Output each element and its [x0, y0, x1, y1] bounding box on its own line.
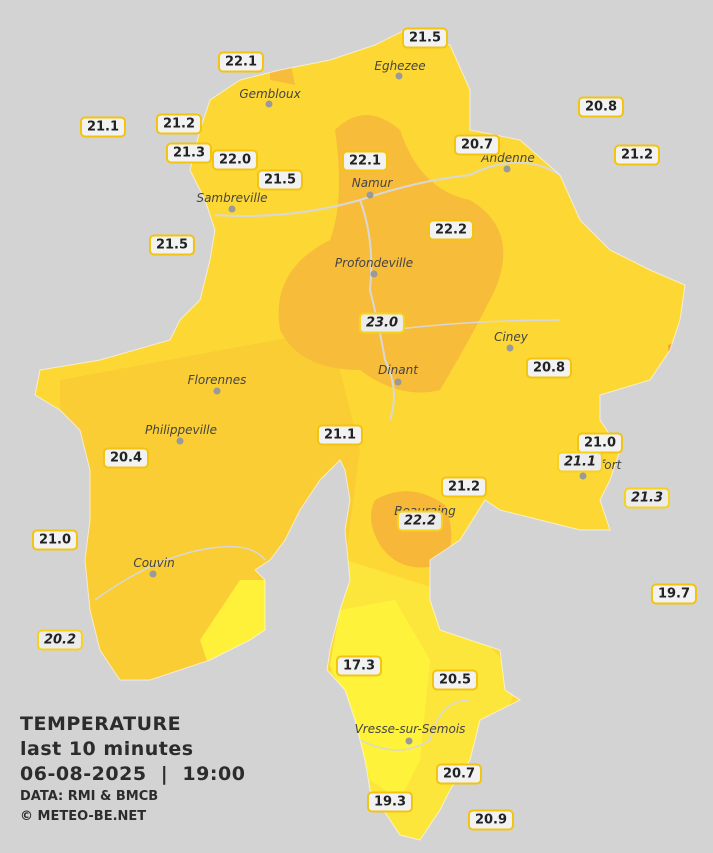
city-dot — [370, 270, 378, 278]
city-label: Gembloux — [239, 87, 301, 101]
station-reading: 19.3 — [366, 791, 414, 813]
station-reading: 22.2 — [396, 510, 444, 532]
station-reading: 21.1 — [316, 424, 364, 446]
station-reading: 21.2 — [613, 144, 661, 166]
city-dot — [176, 437, 184, 445]
city-label: Vresse-sur-Semois — [354, 722, 466, 736]
station-reading: 22.1 — [217, 51, 265, 73]
city-dot — [228, 205, 236, 213]
station-reading: 21.1 — [79, 116, 127, 138]
city-dot — [265, 100, 273, 108]
city-dot — [394, 378, 402, 386]
station-reading: 21.2 — [440, 476, 488, 498]
city-dot — [395, 72, 403, 80]
station-reading: 22.1 — [341, 150, 389, 172]
station-reading: 19.7 — [650, 583, 698, 605]
legend: TEMPERATURE last 10 minutes 06-08-2025 |… — [20, 712, 245, 827]
station-reading: 22.2 — [427, 219, 475, 241]
city-label: Florennes — [187, 373, 247, 387]
city-dot — [213, 387, 221, 395]
station-reading: 17.3 — [335, 655, 383, 677]
station-reading: 21.5 — [401, 27, 449, 49]
station-reading: 21.0 — [576, 432, 624, 454]
legend-datetime: 06-08-2025 | 19:00 — [20, 763, 246, 785]
station-reading: 20.8 — [525, 357, 573, 379]
station-reading: 21.5 — [148, 234, 196, 256]
station-reading: 22.0 — [211, 149, 259, 171]
legend-period: last 10 minutes — [20, 738, 194, 760]
station-reading: 20.2 — [36, 629, 84, 651]
city-label: Couvin — [133, 556, 175, 570]
station-reading: 21.0 — [31, 529, 79, 551]
station-reading: 21.2 — [155, 113, 203, 135]
city-label: Profondeville — [334, 256, 414, 270]
station-reading: 23.0 — [358, 312, 406, 334]
city-dot — [503, 165, 511, 173]
station-reading: 20.8 — [577, 96, 625, 118]
city-label: Eghezee — [374, 59, 426, 73]
legend-source: DATA: RMI & BMCB — [20, 789, 159, 804]
station-reading: 21.3 — [623, 487, 671, 509]
station-reading: 20.7 — [435, 763, 483, 785]
station-reading: 21.5 — [256, 169, 304, 191]
city-dot — [579, 472, 587, 480]
city-label: Namur — [351, 176, 393, 190]
city-dot — [149, 570, 157, 578]
station-reading: 20.9 — [467, 809, 515, 831]
station-reading: 20.5 — [431, 669, 479, 691]
city-label: Ciney — [494, 330, 528, 344]
station-reading: 21.3 — [165, 142, 213, 164]
city-dot — [506, 344, 514, 352]
city-label: Sambreville — [196, 191, 268, 205]
city-dot — [405, 737, 413, 745]
station-reading: 21.1 — [556, 451, 604, 473]
legend-copyright: © METEO-BE.NET — [20, 809, 147, 824]
legend-title: TEMPERATURE — [20, 713, 182, 735]
station-reading: 20.7 — [453, 134, 501, 156]
station-reading: 20.4 — [102, 447, 150, 469]
city-label: Philippeville — [145, 423, 217, 437]
city-dot — [366, 191, 374, 199]
city-label: Dinant — [378, 363, 418, 377]
